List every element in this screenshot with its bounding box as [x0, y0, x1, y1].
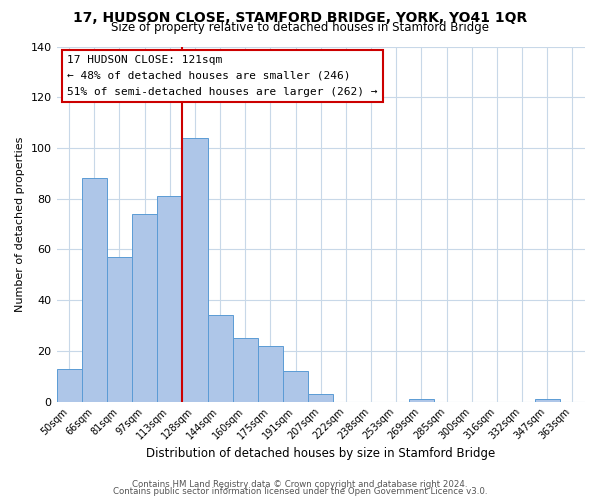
Bar	[157, 196, 182, 402]
Bar	[409, 399, 434, 402]
Text: 17, HUDSON CLOSE, STAMFORD BRIDGE, YORK, YO41 1QR: 17, HUDSON CLOSE, STAMFORD BRIDGE, YORK,…	[73, 11, 527, 25]
Text: Size of property relative to detached houses in Stamford Bridge: Size of property relative to detached ho…	[111, 21, 489, 34]
Bar	[233, 338, 258, 402]
Bar	[82, 178, 107, 402]
Bar	[56, 368, 82, 402]
Bar	[535, 399, 560, 402]
Text: Contains public sector information licensed under the Open Government Licence v3: Contains public sector information licen…	[113, 487, 487, 496]
Bar	[208, 316, 233, 402]
Bar	[182, 138, 208, 402]
Text: Contains HM Land Registry data © Crown copyright and database right 2024.: Contains HM Land Registry data © Crown c…	[132, 480, 468, 489]
X-axis label: Distribution of detached houses by size in Stamford Bridge: Distribution of detached houses by size …	[146, 447, 496, 460]
Bar	[132, 214, 157, 402]
Y-axis label: Number of detached properties: Number of detached properties	[15, 136, 25, 312]
Bar	[107, 257, 132, 402]
Bar	[308, 394, 334, 402]
Text: 17 HUDSON CLOSE: 121sqm
← 48% of detached houses are smaller (246)
51% of semi-d: 17 HUDSON CLOSE: 121sqm ← 48% of detache…	[67, 56, 377, 96]
Bar	[258, 346, 283, 402]
Bar	[283, 371, 308, 402]
